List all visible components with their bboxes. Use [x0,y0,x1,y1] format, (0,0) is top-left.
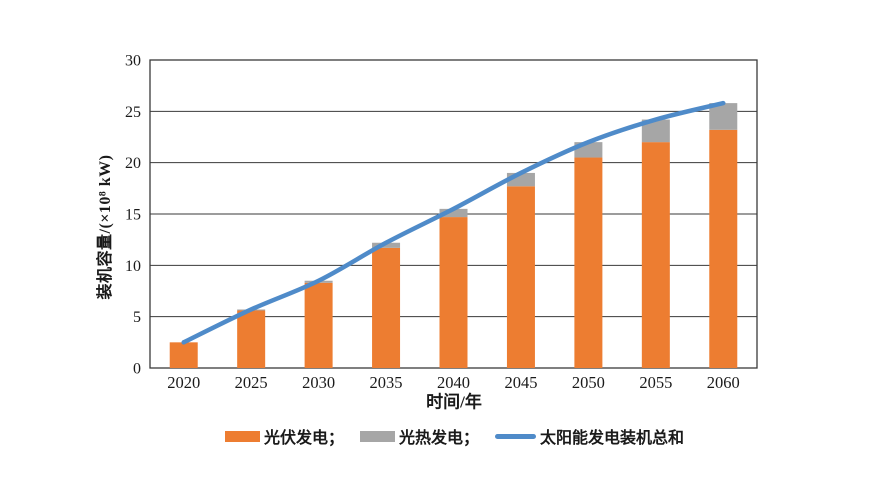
x-tick-label: 2050 [572,373,605,392]
bar-segment-pv-2025 [237,310,266,368]
csp-color-swatch [360,430,396,442]
bar-segment-csp-2035 [372,242,401,248]
total-line-swatch [495,433,537,439]
legend-label-total: 太阳能发电装机总和 [540,430,685,447]
y-tick-label: 5 [133,309,141,326]
x-tick-label: 2020 [167,373,200,392]
legend-item-csp: 光热发电； [360,424,479,448]
bar-segment-pv-2050 [574,157,603,368]
bar-segment-csp-2055 [641,119,670,143]
bar-series-pv [169,129,738,368]
bar-segment-pv-2060 [709,129,738,368]
bar-segment-pv-2030 [304,282,333,368]
bar-segment-pv-2020 [169,342,198,368]
y-tick-label: 25 [125,104,141,121]
chart-legend: 光伏发电； 光热发电； 太阳能发电装机总和 [225,424,684,448]
y-tick-labels: 0 5 10 15 20 25 30 [125,53,141,378]
bar-segment-csp-2040 [439,208,468,218]
bar-series-csp [237,103,738,311]
legend-item-total: 太阳能发电装机总和 [495,424,684,448]
x-tick-label: 2045 [504,373,537,392]
x-tick-labels: 2020 2025 2030 2035 2040 2045 2050 2055 2060 [167,373,740,392]
bar-segment-pv-2040 [439,217,468,368]
pv-color-swatch [225,430,260,442]
legend-label-csp: 光热发电； [399,430,480,447]
bar-segment-pv-2035 [372,247,401,368]
y-axis-title: 装机容量/(×10⁸ kW) [97,154,114,300]
y-tick-label: 10 [125,258,141,275]
x-tick-label: 2030 [302,373,335,392]
y-tick-label: 30 [125,53,141,70]
legend-item-pv: 光伏发电； [225,424,344,448]
x-tick-label: 2055 [639,373,672,392]
bar-segment-pv-2055 [641,142,670,368]
x-tick-label: 2025 [235,373,268,392]
x-axis-title: 时间/年 [426,392,482,412]
x-tick-label: 2040 [437,373,470,392]
total-capacity-line [181,100,726,345]
x-tick-label: 2060 [707,373,740,392]
y-tick-label: 0 [133,361,141,378]
bar-segment-pv-2045 [506,186,535,368]
y-tick-label: 20 [125,155,141,172]
legend-label-pv: 光伏发电； [264,430,345,447]
y-tick-label: 15 [125,207,141,224]
x-tick-label: 2035 [370,373,403,392]
